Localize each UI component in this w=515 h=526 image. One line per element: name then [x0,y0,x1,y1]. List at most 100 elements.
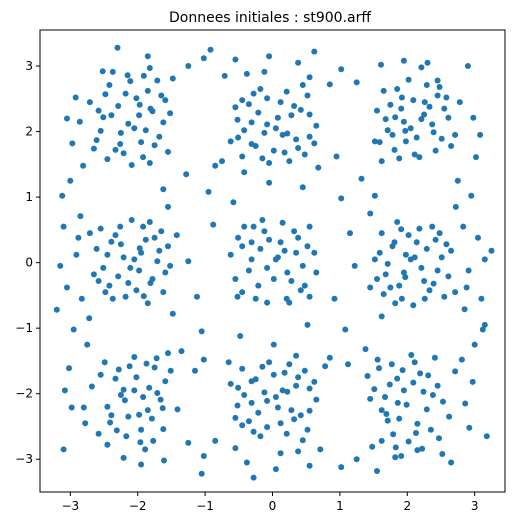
data-point [464,63,471,69]
data-point [250,90,257,97]
x-axis-ticks: −3 −2 −1 0 1 2 3 [61,492,478,513]
data-point [270,341,277,348]
data-point [452,203,459,210]
data-point [439,451,446,457]
data-point [90,145,97,152]
data-point [277,450,284,457]
data-point [210,221,217,228]
data-point [144,407,151,414]
data-point [167,367,174,374]
data-point [378,61,384,68]
data-point [128,217,135,223]
data-point [364,373,371,379]
data-point [378,437,385,444]
data-point [432,147,439,154]
data-point [104,403,111,410]
data-point [257,245,264,252]
data-point [146,65,153,71]
data-point [400,387,407,394]
data-point [322,363,329,370]
plot-frame [39,29,506,493]
data-point [248,399,255,406]
data-point [125,413,132,420]
data-point [148,415,155,422]
data-point [291,103,298,109]
data-point [219,158,225,165]
data-point [120,386,127,393]
data-point [407,125,414,132]
data-point [306,407,313,414]
data-point [137,439,144,446]
data-point [306,385,313,392]
data-point [112,232,119,239]
data-point [86,99,93,106]
data-point [279,219,286,226]
y-tick-label: 2 [25,125,33,139]
data-point [245,267,252,274]
data-point [441,293,448,300]
data-point [183,171,190,178]
data-point [133,287,140,294]
data-point [441,105,448,112]
data-point [382,116,389,123]
data-point [264,299,271,306]
data-point [338,195,345,202]
data-point [140,293,147,300]
data-point [252,143,259,149]
data-point [243,459,250,466]
data-point [416,225,423,232]
data-point [295,59,302,66]
data-point [454,177,461,184]
data-point [53,306,60,313]
y-tick-label: 1 [25,190,33,204]
data-point [250,474,257,481]
data-point [264,264,271,271]
data-point [293,249,300,256]
data-point [274,114,281,121]
data-point [445,114,452,121]
data-point [398,295,405,302]
data-point [471,341,478,348]
data-point [281,247,288,254]
data-point [384,417,391,424]
data-point [446,413,453,420]
data-point [136,101,143,108]
data-point [468,192,475,199]
data-point [88,383,95,390]
data-point [160,426,167,433]
data-point [382,271,389,278]
data-point [239,422,246,429]
data-point [174,406,181,413]
data-point [351,262,358,269]
data-point [367,395,374,402]
data-point [255,282,262,289]
data-point [421,295,428,302]
data-point [102,91,109,98]
data-point [125,120,132,127]
data-point [117,129,124,136]
data-point [295,448,302,455]
data-point [112,375,119,382]
data-point [106,82,113,88]
data-point [380,87,387,94]
data-point [413,134,420,141]
data-point [272,466,279,473]
data-point [470,114,477,121]
data-point [97,225,104,232]
data-point [80,162,87,169]
data-point [378,230,385,237]
data-point [297,412,304,419]
data-point [392,444,399,451]
data-point [144,53,151,60]
data-point [120,254,127,261]
data-point [69,140,76,147]
data-point [70,326,77,333]
data-point [227,138,234,145]
data-point [295,145,302,151]
data-point [257,433,264,440]
data-point [232,414,239,421]
data-point [378,158,385,165]
data-point [429,223,436,230]
data-point [411,254,418,261]
data-point [436,84,443,90]
